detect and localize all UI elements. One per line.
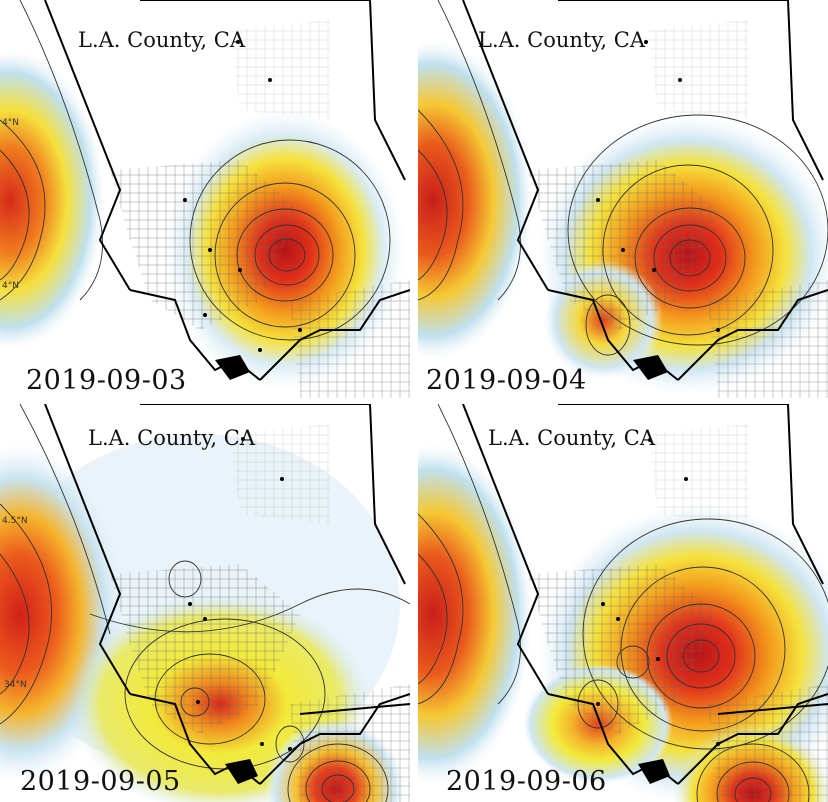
map-canvas <box>418 0 828 398</box>
panel-date: 2019-09-03 <box>26 365 187 396</box>
hotspot-west <box>0 50 105 350</box>
lat-label-lower: 34°N <box>4 680 27 690</box>
map-panel-2: L.A. County, CA 2019-09-04 <box>418 0 828 398</box>
panel-date: 2019-09-06 <box>446 766 607 797</box>
lat-label-upper: 4.5°N <box>2 516 28 526</box>
panel-date: 2019-09-04 <box>426 365 587 396</box>
horizontal-divider <box>0 398 828 404</box>
panel-title: L.A. County, CA <box>78 28 245 52</box>
panel-title: L.A. County, CA <box>478 28 645 52</box>
panel-title: L.A. County, CA <box>488 426 655 450</box>
map-panel-3: 4.5°N 34°N L.A. County, CA 2019-09-05 <box>0 404 410 802</box>
panel-date: 2019-09-05 <box>20 766 181 797</box>
map-canvas <box>418 404 828 802</box>
lat-label-upper: 4°N <box>2 118 19 128</box>
map-canvas <box>0 404 410 802</box>
lat-label-lower: 4°N <box>2 281 19 291</box>
map-canvas <box>0 0 410 398</box>
map-panel-4: L.A. County, CA 2019-09-06 <box>418 404 828 802</box>
map-panel-1: 4°N 4°N L.A. County, CA 2019-09-03 <box>0 0 410 398</box>
panel-title: L.A. County, CA <box>88 426 255 450</box>
